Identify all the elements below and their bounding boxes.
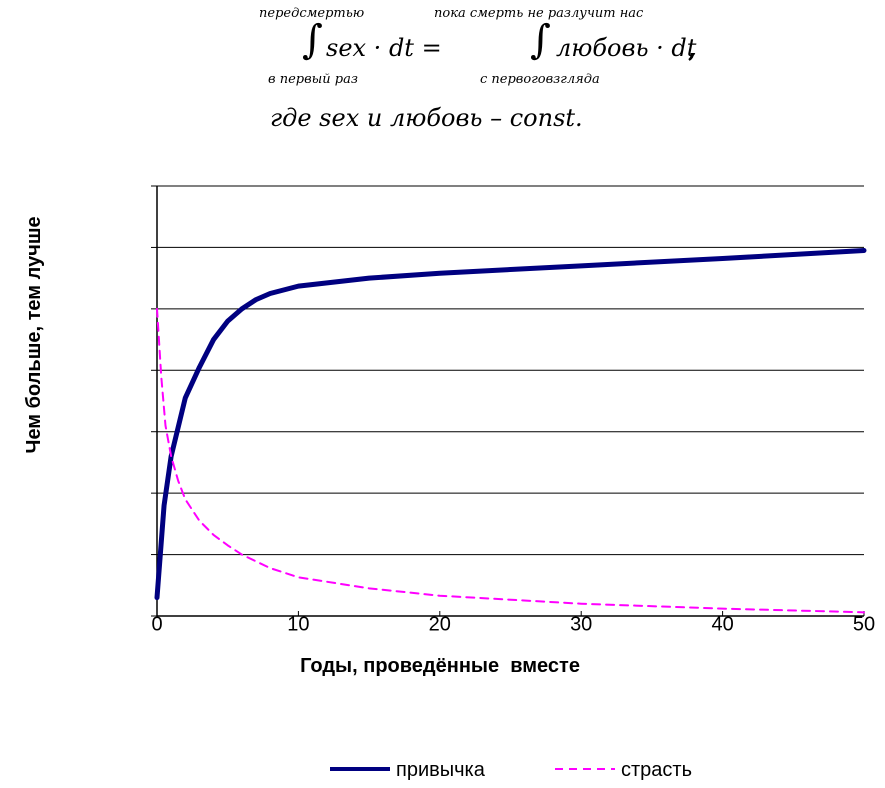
x-tick-label: 0 (151, 614, 162, 636)
x-tick-label: 40 (711, 614, 733, 636)
integral-1-expression: sex · dt = (326, 34, 442, 62)
integral-2-expression: любовь · dt (556, 34, 697, 62)
integral-2-upper-limit: пока смерть не разлучит нас (434, 6, 644, 21)
series-line-passion (156, 307, 865, 614)
integral-2-sign: ∫ (530, 17, 551, 63)
x-axis-label: Годы, проведённые вместе (300, 655, 580, 677)
formula-condition: где sex и любовь – const. (270, 104, 583, 132)
series-line-habit (154, 248, 867, 601)
formula-comma: , (688, 34, 697, 63)
y-axis-label: Чем больше, тем лучше (23, 216, 45, 453)
legend: привычка страсть (330, 759, 692, 781)
x-tick-label: 10 (287, 614, 309, 636)
x-tick-label: 30 (570, 614, 592, 636)
series-lines (154, 248, 867, 614)
x-tick-label: 50 (853, 614, 875, 636)
x-tick-label: 20 (429, 614, 451, 636)
integral-1-lower-limit: в первый раз (268, 72, 358, 87)
axis-ticks (151, 185, 865, 617)
integral-1-sign: ∫ (302, 17, 323, 63)
integral-2-lower-limit: с первоговзгляда (480, 72, 600, 87)
legend-label-habit: привычка (396, 759, 486, 781)
gridlines (157, 185, 864, 556)
legend-label-passion: страсть (621, 759, 692, 781)
integral-1-upper-limit: передсмертью (259, 6, 365, 21)
x-tick-labels: 0 10 20 30 40 50 (151, 614, 875, 636)
